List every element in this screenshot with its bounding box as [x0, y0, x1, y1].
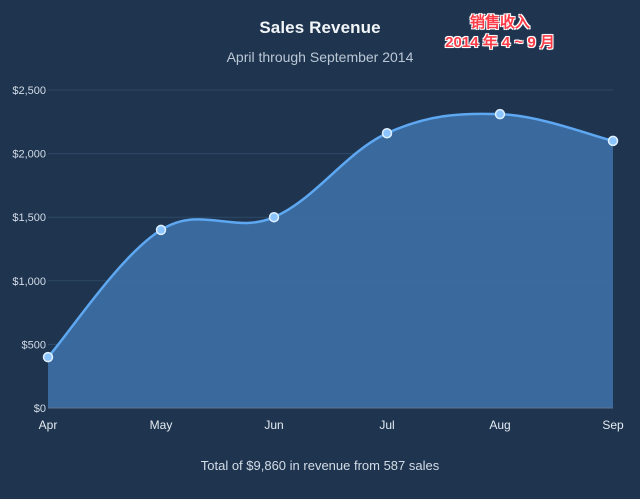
- y-tick-label: $1,500: [12, 212, 46, 224]
- data-point[interactable]: [42, 351, 54, 363]
- annotation-line-1: 销售收入: [469, 14, 530, 31]
- data-point[interactable]: [494, 108, 506, 120]
- chart-subtitle: April through September 2014: [226, 49, 414, 65]
- chinese-annotation: 销售收入 2014 年 4 ~ 9 月: [430, 14, 570, 52]
- data-point[interactable]: [155, 224, 167, 236]
- x-tick-label: May: [150, 418, 173, 432]
- series-area: [48, 113, 613, 408]
- data-point[interactable]: [607, 135, 619, 147]
- annotation-line-2: 2014 年 4 ~ 9 月: [445, 34, 555, 51]
- chart-footer: Total of $9,860 in revenue from 587 sale…: [200, 458, 440, 473]
- x-tick-label: Sep: [602, 418, 624, 432]
- x-tick-label: Aug: [489, 418, 510, 432]
- x-tick-label: Jun: [264, 418, 283, 432]
- y-tick-label: $2,500: [12, 85, 46, 97]
- data-point[interactable]: [381, 127, 393, 139]
- y-tick-label: $1,000: [12, 276, 46, 288]
- x-tick-label: Apr: [39, 418, 58, 432]
- y-tick-label: $2,000: [12, 149, 46, 161]
- data-point[interactable]: [268, 211, 280, 223]
- chart-title: Sales Revenue: [259, 18, 381, 37]
- y-tick-label: $500: [22, 339, 46, 351]
- x-tick-label: Jul: [379, 418, 394, 432]
- y-tick-label: $0: [34, 403, 46, 415]
